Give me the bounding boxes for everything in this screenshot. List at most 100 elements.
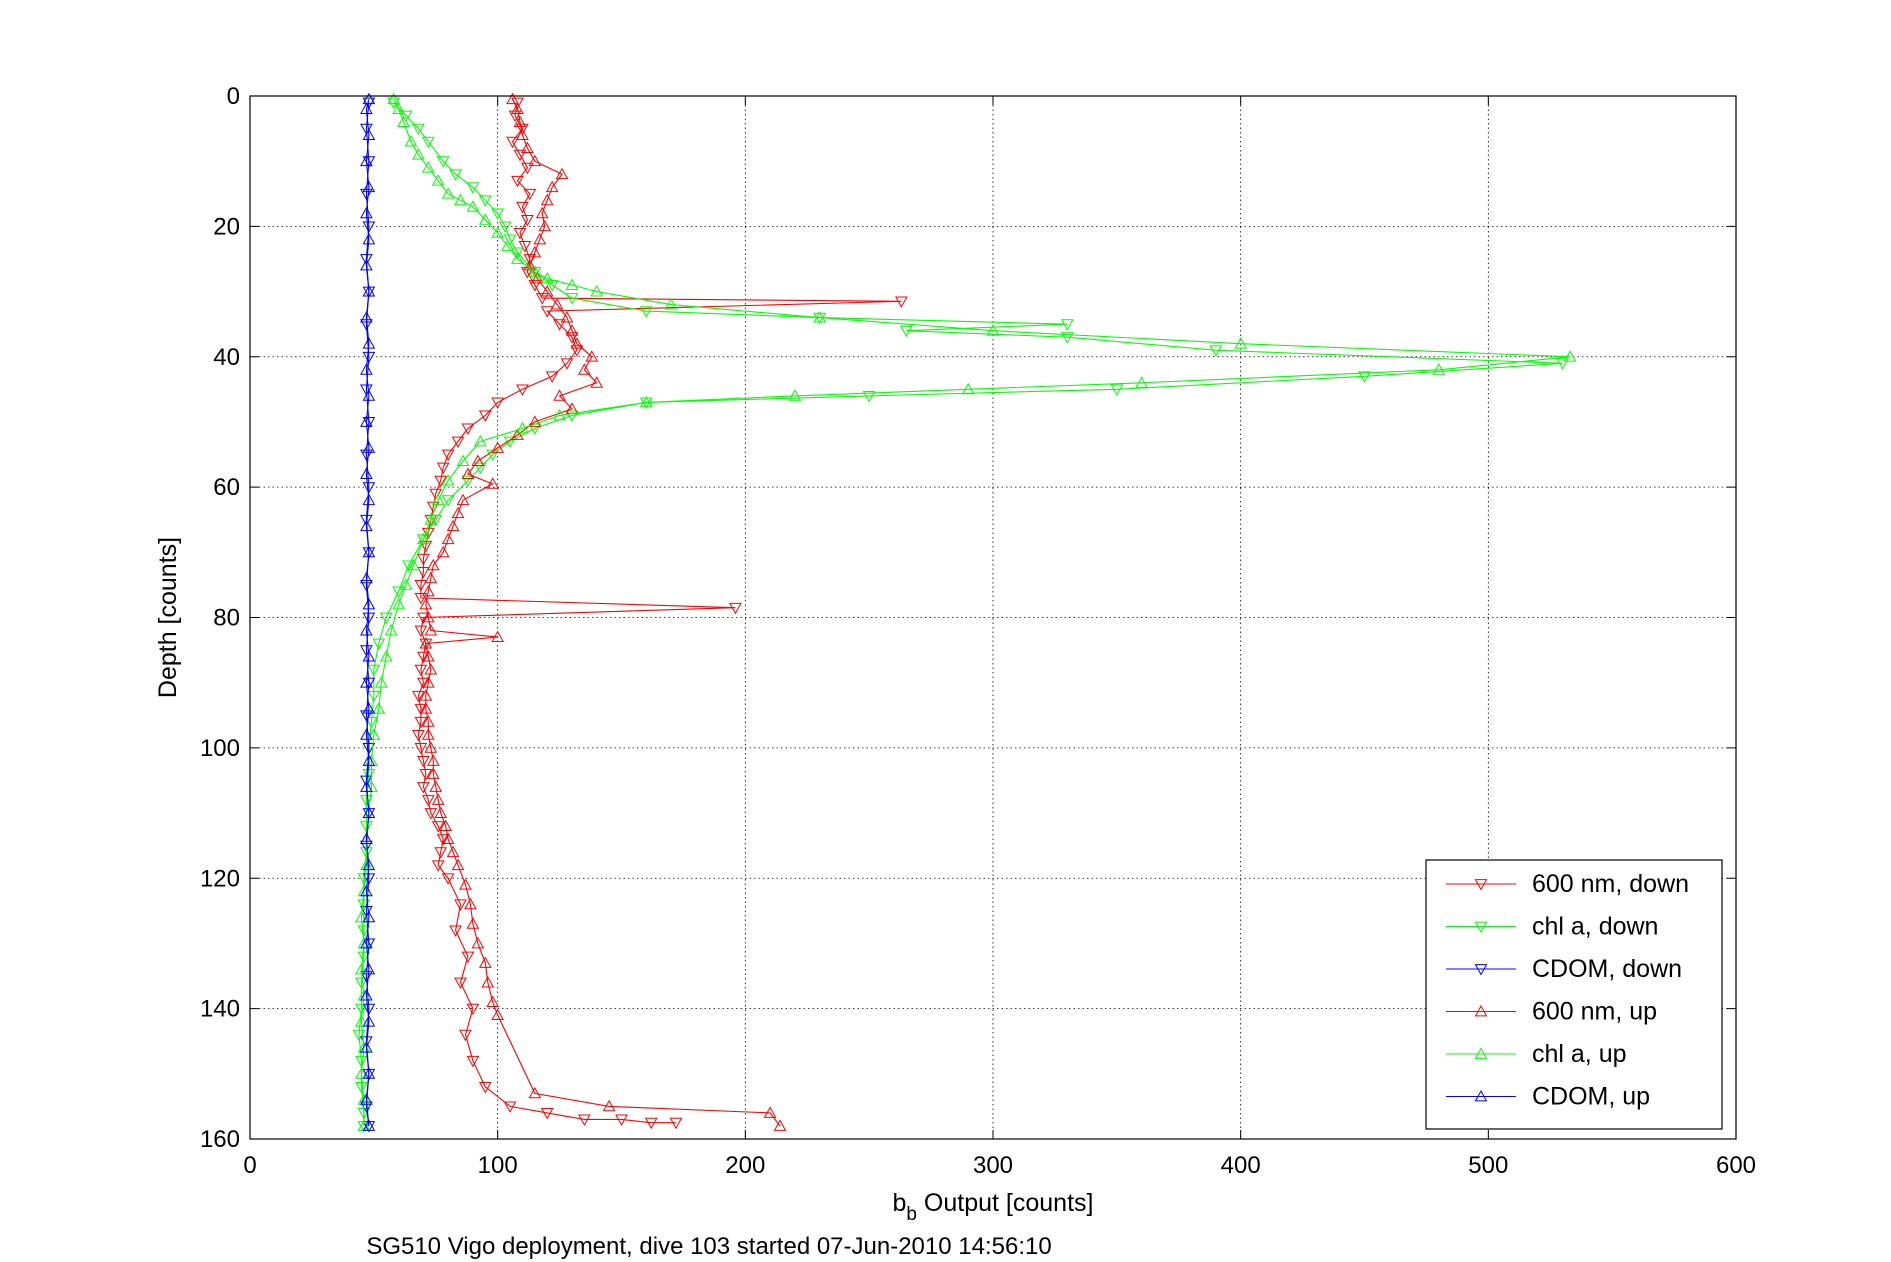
data-point-marker xyxy=(578,363,591,375)
data-point-marker xyxy=(486,477,500,489)
data-point-marker xyxy=(360,258,373,271)
data-point-marker xyxy=(355,910,368,923)
data-point-marker xyxy=(355,1003,368,1016)
data-point-marker xyxy=(424,513,438,525)
data-point-marker xyxy=(421,715,435,727)
data-point-marker xyxy=(360,795,373,807)
data-point-marker xyxy=(421,795,435,807)
data-point-marker xyxy=(533,232,547,245)
y-tick-label: 0 xyxy=(227,83,240,110)
data-point-marker xyxy=(669,1117,683,1130)
data-point-marker xyxy=(451,858,465,871)
data-point-marker xyxy=(412,729,425,742)
data-point-marker xyxy=(357,925,371,937)
legend-item: 600 nm, up xyxy=(1446,998,1657,1026)
data-point-marker xyxy=(521,214,534,227)
data-point-marker xyxy=(360,775,373,787)
series-4 xyxy=(355,92,1577,1131)
series-1 xyxy=(352,97,1569,1133)
data-point-marker xyxy=(419,540,433,553)
data-point-marker xyxy=(466,200,480,212)
data-point-marker xyxy=(451,506,465,519)
series-layer xyxy=(352,92,1577,1133)
data-point-marker xyxy=(362,221,376,233)
data-point-marker xyxy=(426,754,440,766)
data-point-marker xyxy=(565,278,579,290)
data-point-marker xyxy=(436,462,450,475)
data-point-marker xyxy=(466,182,480,194)
data-point-marker xyxy=(503,1101,517,1113)
data-point-marker xyxy=(362,351,376,364)
legend-label: CDOM, down xyxy=(1532,955,1682,983)
x-tick-label: 500 xyxy=(1468,1152,1508,1179)
data-point-marker xyxy=(426,767,440,779)
data-point-marker xyxy=(788,389,802,401)
data-point-marker xyxy=(417,651,430,664)
data-point-marker xyxy=(362,910,376,923)
data-point-marker xyxy=(521,267,534,279)
x-axis-label-rest: Output [counts] xyxy=(917,1189,1094,1217)
data-point-marker xyxy=(360,989,373,1001)
data-point-marker xyxy=(362,441,376,453)
data-point-marker xyxy=(895,296,908,308)
data-point-marker xyxy=(461,467,475,479)
data-point-marker xyxy=(417,612,430,625)
data-point-marker xyxy=(360,1041,373,1053)
data-point-marker xyxy=(360,884,373,897)
data-point-marker xyxy=(961,382,975,395)
data-point-marker xyxy=(362,389,376,401)
data-point-marker xyxy=(367,690,381,703)
data-point-marker xyxy=(513,115,527,127)
data-point-marker xyxy=(360,467,373,479)
data-point-marker xyxy=(360,571,373,584)
data-point-marker xyxy=(419,597,433,610)
data-point-marker xyxy=(362,493,376,506)
legend-item: CDOM, down xyxy=(1446,955,1682,983)
data-point-marker xyxy=(511,247,524,259)
data-point-marker xyxy=(459,878,472,890)
data-point-marker xyxy=(1135,376,1148,388)
data-point-marker xyxy=(362,180,376,193)
data-point-marker xyxy=(360,363,373,375)
data-point-marker xyxy=(528,415,542,427)
data-point-marker xyxy=(1432,363,1446,375)
data-point-marker xyxy=(513,227,527,240)
data-point-marker xyxy=(431,493,445,506)
data-point-marker xyxy=(441,187,455,199)
data-point-marker xyxy=(508,110,522,123)
data-point-marker xyxy=(362,1067,376,1079)
data-point-marker xyxy=(1474,1089,1488,1102)
data-point-marker xyxy=(362,337,376,349)
y-tick-label: 60 xyxy=(213,474,240,501)
data-point-marker xyxy=(511,102,524,114)
data-point-marker xyxy=(372,702,386,714)
data-point-marker xyxy=(414,625,428,638)
data-point-marker xyxy=(471,454,485,466)
data-point-marker xyxy=(540,306,554,318)
data-point-marker xyxy=(511,428,524,440)
series-3 xyxy=(419,92,787,1131)
data-point-marker xyxy=(360,624,373,636)
data-point-marker xyxy=(523,188,537,201)
y-tick-label: 40 xyxy=(213,344,240,371)
data-point-marker xyxy=(986,324,1000,336)
data-point-marker xyxy=(417,566,430,579)
data-point-marker xyxy=(1060,319,1074,331)
series-5 xyxy=(360,92,376,1131)
legend-label: chl a, up xyxy=(1532,1040,1627,1068)
data-point-marker xyxy=(362,858,376,871)
data-point-marker xyxy=(1358,371,1371,383)
data-point-marker xyxy=(419,637,433,649)
data-point-marker xyxy=(360,188,373,201)
y-tick-label: 160 xyxy=(200,1126,240,1153)
data-point-marker xyxy=(417,756,430,768)
data-point-marker xyxy=(419,769,433,781)
data-point-marker xyxy=(1474,1004,1488,1017)
data-point-marker xyxy=(362,597,376,610)
data-point-marker xyxy=(362,754,376,766)
data-point-marker xyxy=(439,819,453,831)
data-point-marker xyxy=(360,676,373,688)
data-point-marker xyxy=(461,475,475,488)
data-point-marker xyxy=(491,1008,505,1021)
data-point-marker xyxy=(565,324,579,336)
